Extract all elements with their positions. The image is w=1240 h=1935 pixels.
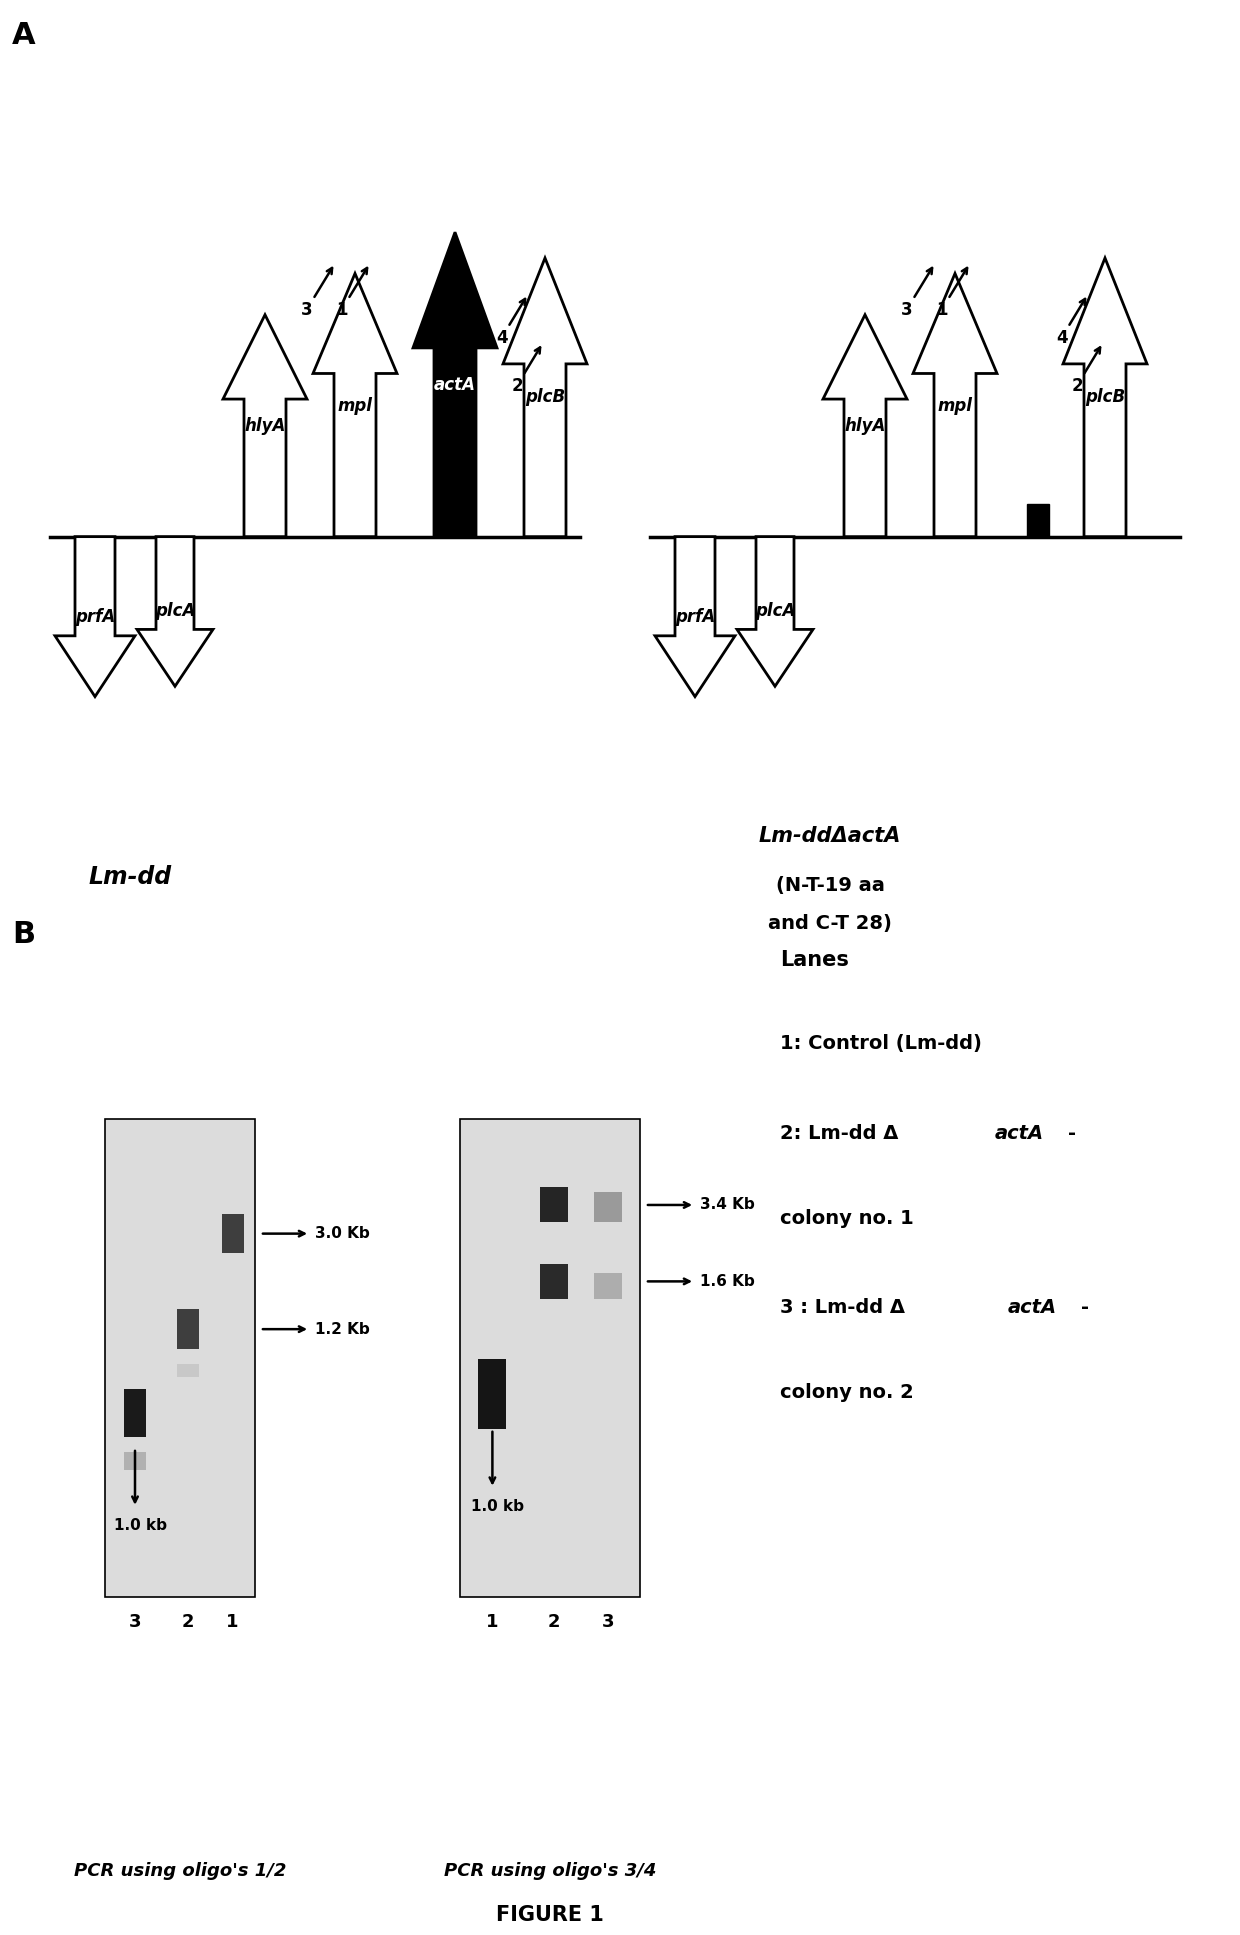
- Text: plcA: plcA: [755, 602, 795, 619]
- Text: B: B: [12, 919, 35, 948]
- Text: 3: 3: [129, 1612, 141, 1631]
- Polygon shape: [737, 536, 813, 687]
- Bar: [222, 1213, 243, 1254]
- Text: 2: Lm-dd Δ: 2: Lm-dd Δ: [780, 1124, 898, 1144]
- Text: actA: actA: [994, 1124, 1044, 1144]
- Text: 4: 4: [496, 329, 508, 346]
- Bar: [460, 1118, 640, 1596]
- Bar: [594, 1192, 621, 1223]
- Polygon shape: [503, 257, 587, 536]
- Text: 1: 1: [336, 300, 347, 319]
- Text: PCR using oligo's 1/2: PCR using oligo's 1/2: [74, 1861, 286, 1881]
- Text: 2: 2: [547, 1612, 559, 1631]
- Text: colony no. 1: colony no. 1: [780, 1209, 914, 1227]
- Bar: [176, 1364, 198, 1378]
- Text: colony no. 2: colony no. 2: [780, 1384, 914, 1401]
- Polygon shape: [223, 315, 308, 536]
- Bar: [539, 1188, 568, 1223]
- Text: plcA: plcA: [155, 602, 195, 619]
- Text: PCR using oligo's 3/4: PCR using oligo's 3/4: [444, 1861, 656, 1881]
- Text: 1: Control (Lm-dd): 1: Control (Lm-dd): [780, 1035, 982, 1053]
- Text: 1.6 Kb: 1.6 Kb: [701, 1273, 755, 1289]
- Text: 1: 1: [486, 1612, 498, 1631]
- Text: 2: 2: [181, 1612, 193, 1631]
- Text: 1: 1: [226, 1612, 239, 1631]
- Text: 1: 1: [936, 300, 947, 319]
- Text: (N-T-19 aa: (N-T-19 aa: [775, 877, 884, 896]
- Text: mpl: mpl: [937, 397, 972, 414]
- Polygon shape: [413, 232, 497, 536]
- Text: Lanes: Lanes: [780, 950, 849, 969]
- Polygon shape: [823, 315, 906, 536]
- Bar: [124, 1389, 146, 1438]
- Text: plcB: plcB: [525, 389, 565, 406]
- Text: hlyA: hlyA: [244, 418, 285, 435]
- Text: A: A: [12, 21, 36, 50]
- Text: and C-T 28): and C-T 28): [768, 913, 892, 933]
- Text: 3 : Lm-dd Δ: 3 : Lm-dd Δ: [780, 1298, 905, 1318]
- Text: 4: 4: [1056, 329, 1068, 346]
- Text: 1.0 kb: 1.0 kb: [114, 1517, 166, 1533]
- Bar: [594, 1273, 621, 1298]
- Bar: [124, 1453, 146, 1471]
- Text: FIGURE 1: FIGURE 1: [496, 1906, 604, 1925]
- Text: prfA: prfA: [675, 608, 715, 627]
- Text: 1.0 kb: 1.0 kb: [471, 1498, 523, 1513]
- Bar: [479, 1358, 506, 1428]
- Bar: [539, 1264, 568, 1298]
- Text: 2: 2: [1071, 377, 1083, 395]
- Text: 3: 3: [301, 300, 312, 319]
- Bar: [176, 1310, 198, 1349]
- Text: plcB: plcB: [1085, 389, 1125, 406]
- Text: 3: 3: [601, 1612, 614, 1631]
- Text: -: -: [1081, 1298, 1089, 1318]
- Text: hlyA: hlyA: [844, 418, 885, 435]
- Polygon shape: [655, 536, 735, 697]
- Polygon shape: [1063, 257, 1147, 536]
- Text: 3.0 Kb: 3.0 Kb: [315, 1227, 370, 1240]
- Bar: [105, 1118, 255, 1596]
- Polygon shape: [913, 273, 997, 536]
- Polygon shape: [55, 536, 135, 697]
- Text: -: -: [1068, 1124, 1076, 1144]
- Bar: [1027, 503, 1049, 536]
- Polygon shape: [136, 536, 213, 687]
- Text: actA: actA: [434, 375, 476, 395]
- Text: mpl: mpl: [337, 397, 372, 414]
- Text: actA: actA: [1008, 1298, 1058, 1318]
- Text: prfA: prfA: [74, 608, 115, 627]
- Text: 2: 2: [511, 377, 523, 395]
- Text: Lm-ddΔactA: Lm-ddΔactA: [759, 826, 901, 846]
- Text: 1.2 Kb: 1.2 Kb: [315, 1322, 370, 1337]
- Text: 3.4 Kb: 3.4 Kb: [701, 1198, 755, 1213]
- Text: Lm-dd: Lm-dd: [88, 865, 171, 890]
- Text: 3: 3: [901, 300, 913, 319]
- Polygon shape: [312, 273, 397, 536]
